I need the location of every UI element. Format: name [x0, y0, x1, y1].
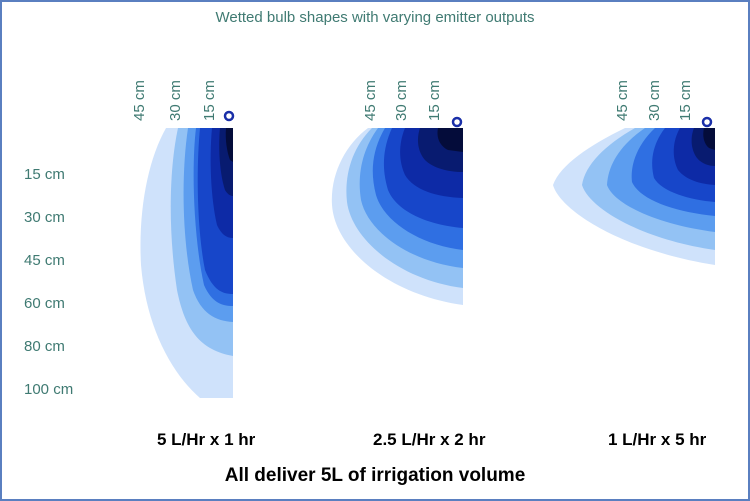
emitter-icon	[223, 110, 235, 122]
figure-title: Wetted bulb shapes with varying emitter …	[215, 9, 535, 26]
bulb-panel-1	[140, 110, 235, 398]
caption-panel-1: 5 L/Hr x 1 hr	[157, 430, 256, 449]
depth-label-80: 80 cm	[24, 338, 65, 355]
bulb-panel-2	[331, 116, 463, 305]
depth-label-45: 45 cm	[24, 252, 65, 269]
emitter-icon	[451, 116, 463, 128]
bulb-panel-3	[553, 116, 715, 265]
depth-label-30: 30 cm	[24, 209, 65, 226]
emitter-icon	[701, 116, 713, 128]
bulb-zone	[437, 128, 463, 152]
bulb-zone	[703, 128, 715, 150]
footer-note: All deliver 5L of irrigation volume	[224, 465, 526, 486]
caption-panel-3: 1 L/Hr x 5 hr	[608, 430, 707, 449]
depth-label-60: 60 cm	[24, 295, 65, 312]
depth-label-15: 15 cm	[24, 166, 65, 183]
depth-label-100: 100 cm	[24, 381, 74, 398]
caption-panel-2: 2.5 L/Hr x 2 hr	[373, 430, 486, 449]
bulb-zone	[225, 128, 233, 162]
